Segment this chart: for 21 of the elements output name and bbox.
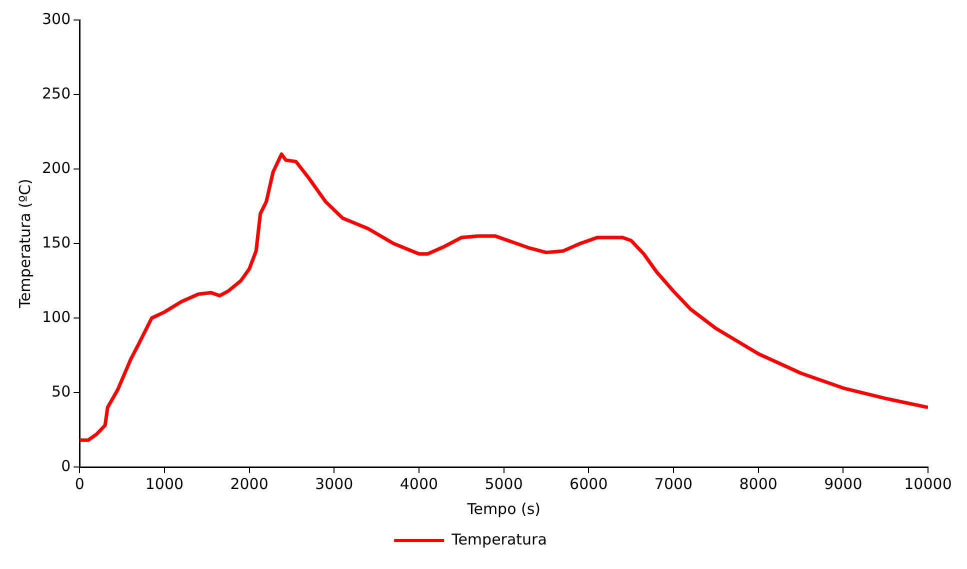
x-axis-title: Tempo (s) (466, 500, 541, 518)
x-tick-label: 2000 (230, 474, 268, 493)
y-tick-label: 150 (42, 233, 71, 252)
y-tick-label: 250 (42, 84, 71, 102)
x-tick-label: 10000 (904, 474, 952, 493)
x-tick-label: 8000 (739, 474, 778, 493)
x-tick-label: 0 (74, 474, 84, 493)
x-tick-label: 1000 (145, 474, 184, 493)
x-tick-label: 3000 (315, 474, 354, 493)
y-tick-label: 300 (42, 10, 71, 28)
x-tick-label: 4000 (400, 474, 438, 493)
y-tick-label: 0 (61, 456, 71, 475)
x-tick-label: 6000 (570, 474, 608, 493)
legend-label: Temperatura (450, 530, 547, 548)
y-tick-label: 100 (42, 308, 71, 326)
x-tick-label: 7000 (654, 474, 693, 493)
y-tick-label: 50 (52, 382, 71, 400)
x-tick-label: 5000 (484, 474, 523, 493)
y-axis-title: Temperatura (ºC) (16, 178, 34, 310)
x-tick-label: 9000 (824, 474, 862, 493)
y-tick-label: 200 (42, 158, 71, 177)
